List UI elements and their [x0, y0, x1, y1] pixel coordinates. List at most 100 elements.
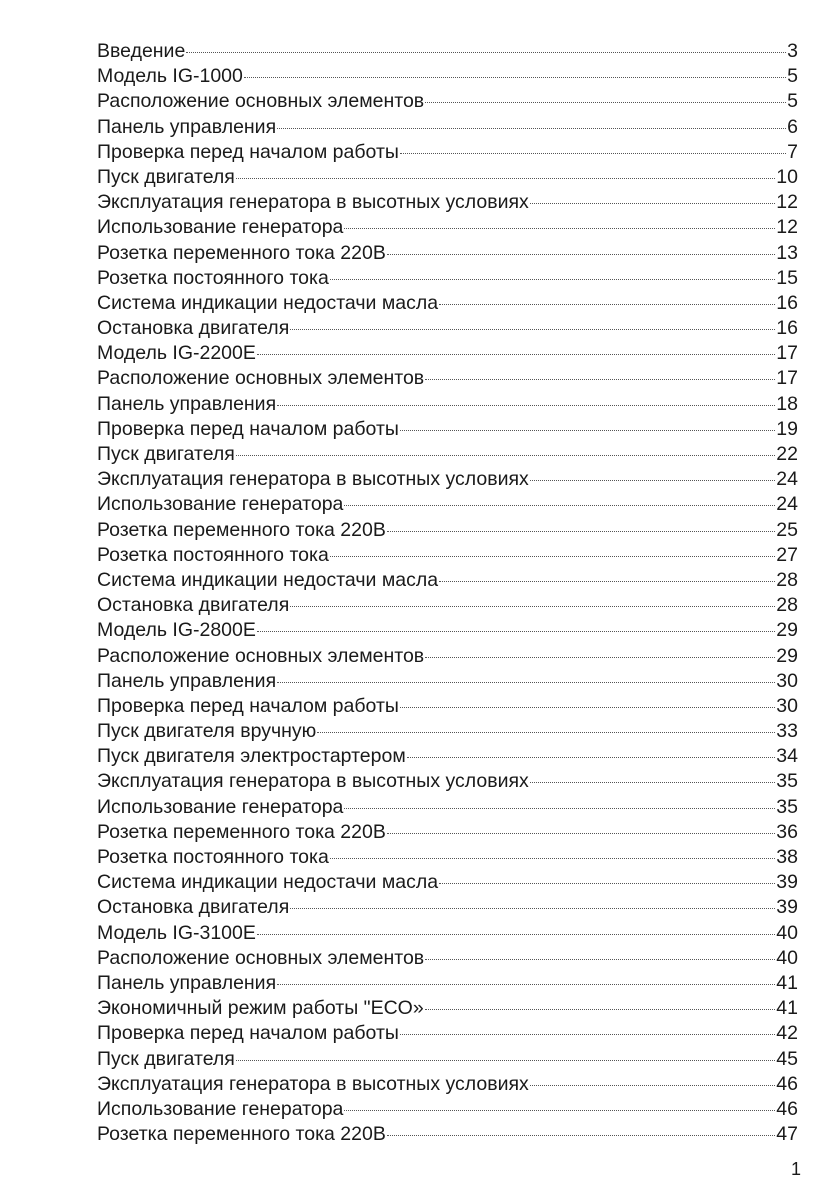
toc-entry[interactable]: Панель управления 18: [97, 392, 798, 417]
toc-entry[interactable]: Розетка переменного тока 220В 36: [97, 820, 798, 845]
toc-entry[interactable]: Расположение основных элементов 17: [97, 366, 798, 391]
toc-entry-page: 45: [776, 1047, 798, 1070]
toc-entry-page: 38: [776, 846, 798, 868]
toc-entry[interactable]: Проверка перед началом работы 7: [97, 140, 798, 165]
dot-leader: [235, 455, 776, 456]
toc-entry-page: 24: [776, 493, 798, 516]
toc-entry-title: Панель управления: [97, 115, 277, 138]
toc-entry-title: Эксплуатация генератора в высотных услов…: [97, 191, 529, 214]
toc-entry[interactable]: Розетка постоянного тока 15: [97, 266, 798, 291]
toc-entry-title: Эксплуатация генератора в высотных услов…: [97, 770, 529, 793]
toc-entry[interactable]: Система индикации недостачи масла 16: [97, 291, 798, 316]
toc-entry-page: 13: [776, 241, 798, 264]
toc-entry[interactable]: Эксплуатация генератора в высотных услов…: [97, 769, 798, 794]
toc-entry-title: Модель IG-1000: [97, 65, 243, 88]
toc-entry-title: Розетка переменного тока 220В: [97, 1123, 386, 1146]
toc-entry-title: Пуск двигателя вручную: [97, 720, 317, 743]
dot-leader: [186, 52, 787, 53]
dot-leader: [529, 782, 776, 784]
toc-entry[interactable]: Остановка двигателя 28: [97, 593, 798, 618]
toc-entry[interactable]: Проверка перед началом работы 30: [97, 694, 798, 719]
toc-entry[interactable]: Панель управления 6: [97, 115, 798, 140]
dot-leader: [344, 1109, 776, 1111]
toc-entry[interactable]: Остановка двигателя 16: [97, 316, 798, 341]
toc-entry[interactable]: Модель IG-2800E 29: [97, 618, 798, 643]
dot-leader: [529, 203, 776, 205]
toc-entry[interactable]: Розетка переменного тока 220В 25: [97, 518, 798, 543]
toc-entry-page: 5: [787, 65, 798, 88]
toc-entry-page: 18: [776, 392, 798, 415]
toc-entry[interactable]: Панель управления 30: [97, 669, 798, 694]
dot-leader: [235, 177, 776, 179]
toc-entry-page: 22: [776, 443, 798, 465]
toc-entry-title: Пуск двигателя: [97, 443, 235, 465]
toc-entry-title: Система индикации недостачи масла: [97, 568, 439, 591]
toc-entry-title: Остановка двигателя: [97, 594, 290, 617]
toc-entry[interactable]: Модель IG-2200E 17: [97, 341, 798, 366]
toc-entry[interactable]: Модель IG-3100E 40: [97, 921, 798, 946]
toc-entry[interactable]: Эксплуатация генератора в высотных услов…: [97, 190, 798, 215]
dot-leader: [399, 1034, 776, 1036]
toc-entry[interactable]: Эксплуатация генератора в высотных услов…: [97, 1072, 798, 1097]
page-number: 1: [791, 1159, 802, 1179]
toc-entry-title: Система индикации недостачи масла: [97, 291, 439, 314]
toc-entry[interactable]: Пуск двигателя электростартером 34: [97, 744, 798, 769]
toc-entry-page: 46: [776, 1072, 798, 1095]
toc-entry-page: 25: [776, 518, 798, 541]
toc-entry-page: 34: [776, 745, 798, 768]
toc-entry[interactable]: Остановка двигателя 39: [97, 895, 798, 920]
toc-entry[interactable]: Использование генератора 24: [97, 492, 798, 517]
dot-leader: [290, 908, 776, 910]
toc-entry[interactable]: Использование генератора 46: [97, 1097, 798, 1122]
toc-entry[interactable]: Пуск двигателя вручную 33: [97, 719, 798, 744]
toc-entry[interactable]: Использование генератора 12: [97, 215, 798, 240]
toc-entry[interactable]: Панель управления 41: [97, 971, 798, 996]
toc-entry[interactable]: Система индикации недостачи масла 28: [97, 568, 798, 593]
toc-entry-page: 3: [787, 40, 798, 62]
toc-entry-title: Розетка постоянного тока: [97, 846, 329, 868]
toc-entry-title: Проверка перед началом работы: [97, 694, 399, 717]
toc-entry-page: 39: [776, 871, 798, 894]
dot-leader: [344, 505, 776, 507]
toc-entry-page: 40: [776, 946, 798, 969]
toc-entry[interactable]: Введение 3: [97, 39, 798, 64]
toc-entry-title: Остановка двигателя: [97, 896, 290, 919]
toc-entry-title: Система индикации недостачи масла: [97, 871, 439, 894]
toc-entry-title: Пуск двигателя: [97, 1047, 235, 1070]
toc-entry[interactable]: Пуск двигателя 10: [97, 165, 798, 190]
toc-entry[interactable]: Розетка постоянного тока 38: [97, 845, 798, 870]
toc-entry[interactable]: Экономичный режим работы "ECO» 41: [97, 996, 798, 1021]
toc-entry[interactable]: Расположение основных элементов 5: [97, 89, 798, 114]
toc-entry[interactable]: Розетка переменного тока 220В 47: [97, 1122, 798, 1147]
dot-leader: [256, 631, 776, 633]
toc-entry[interactable]: Модель IG-1000 5: [97, 64, 798, 89]
dot-leader: [439, 303, 776, 305]
toc-entry[interactable]: Проверка перед началом работы 19: [97, 417, 798, 442]
toc-entry-page: 24: [776, 468, 798, 491]
toc-entry-page: 12: [776, 191, 798, 214]
toc-entry[interactable]: Расположение основных элементов 29: [97, 644, 798, 669]
dot-leader: [529, 480, 776, 482]
toc-entry[interactable]: Система индикации недостачи масла 39: [97, 870, 798, 895]
toc-entry[interactable]: Пуск двигателя 45: [97, 1047, 798, 1072]
dot-leader: [439, 580, 776, 582]
dot-leader: [529, 1084, 776, 1086]
toc-entry-page: 6: [787, 115, 798, 138]
dot-leader: [386, 832, 776, 834]
toc-entry-title: Использование генератора: [97, 795, 344, 818]
dot-leader: [425, 379, 776, 381]
dot-leader: [399, 706, 776, 708]
dot-leader: [425, 958, 776, 960]
toc-entry[interactable]: Проверка перед началом работы 42: [97, 1021, 798, 1046]
toc-entry[interactable]: Розетка переменного тока 220В 13: [97, 241, 798, 266]
toc-entry[interactable]: Розетка постоянного тока 27: [97, 543, 798, 568]
toc-entry[interactable]: Использование генератора 35: [97, 795, 798, 820]
toc-entry[interactable]: Пуск двигателя 22: [97, 442, 798, 467]
toc-entry-title: Эксплуатация генератора в высотных услов…: [97, 468, 529, 491]
toc-entry-page: 19: [776, 417, 798, 440]
toc-entry[interactable]: Расположение основных элементов 40: [97, 946, 798, 971]
toc-entry-page: 42: [776, 1022, 798, 1045]
toc-entry-page: 47: [776, 1123, 798, 1146]
toc-entry-title: Расположение основных элементов: [97, 644, 425, 667]
toc-entry[interactable]: Эксплуатация генератора в высотных услов…: [97, 467, 798, 492]
